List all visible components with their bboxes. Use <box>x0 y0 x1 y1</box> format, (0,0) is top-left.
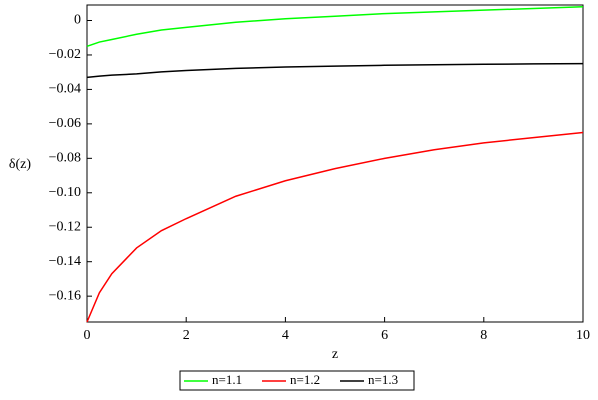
y-tick-label: −0.08 <box>49 151 81 166</box>
x-tick-label: 8 <box>480 328 487 343</box>
legend-box <box>179 370 415 391</box>
x-tick-label: 2 <box>183 328 190 343</box>
x-tick-label: 4 <box>282 328 289 343</box>
series-line <box>86 131 584 323</box>
x-axis-label: z <box>332 347 338 362</box>
legend-label: n=1.3 <box>368 372 398 387</box>
series-line <box>86 5 584 48</box>
y-tick-label: −0.14 <box>49 254 81 269</box>
y-axis-label: δ(z) <box>9 157 31 172</box>
y-tick-label: −0.06 <box>49 116 81 131</box>
x-tick-label: 0 <box>84 328 91 343</box>
y-tick-label: −0.10 <box>49 185 81 200</box>
x-tick-label: 6 <box>381 328 388 343</box>
y-tick-label: −0.12 <box>49 219 81 234</box>
x-tick-label: 10 <box>576 328 590 343</box>
legend-label: n=1.2 <box>290 372 320 387</box>
legend-label: n=1.1 <box>212 372 242 387</box>
y-tick-label: −0.02 <box>49 47 81 62</box>
plot-frame <box>86 4 584 323</box>
series-line <box>86 62 584 79</box>
y-tick-label: −0.16 <box>49 288 81 303</box>
y-tick-label: 0 <box>74 13 81 28</box>
y-tick-label: −0.04 <box>49 82 81 97</box>
